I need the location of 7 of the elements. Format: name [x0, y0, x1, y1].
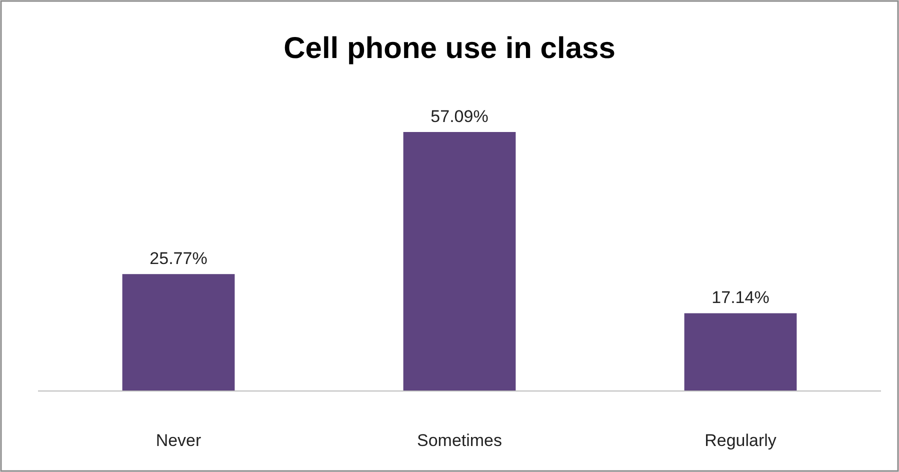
x-tick-label: Never — [156, 431, 202, 450]
data-label: 25.77% — [150, 249, 208, 268]
chart-title: Cell phone use in class — [284, 32, 616, 65]
data-label: 17.14% — [712, 288, 770, 308]
x-tick-label: Regularly — [704, 431, 777, 450]
data-label: 57.09% — [430, 107, 488, 126]
x-tick-label: Sometimes — [416, 431, 502, 450]
